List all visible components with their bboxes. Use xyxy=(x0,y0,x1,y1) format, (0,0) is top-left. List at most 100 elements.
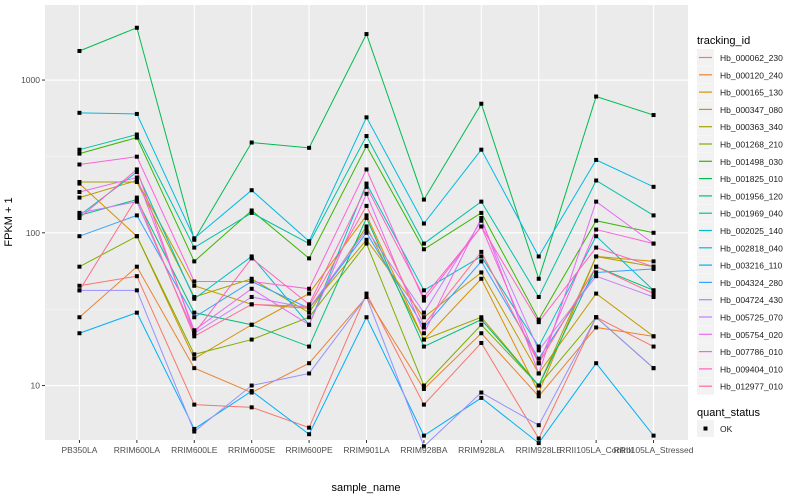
data-point-Hb_001825_010-RRIM928LE xyxy=(536,276,541,281)
data-point-Hb_000120_240-RRIM928BA xyxy=(421,386,426,391)
data-point-Hb_005725_070-RRIM928LE xyxy=(536,348,541,353)
data-point-Hb_004724_430-RRIM600LA xyxy=(134,288,139,293)
data-point-Hb_001956_120-RRIM901LA xyxy=(364,215,369,220)
data-point-Hb_003216_110-RRIM600SE xyxy=(249,389,254,394)
data-point-Hb_000120_240-RRIM928LE xyxy=(536,394,541,399)
legend-label: Hb_004724_430 xyxy=(720,295,783,305)
data-point-Hb_004324_280-RRIM928LE xyxy=(536,356,541,361)
legend-item-Hb_002025_140: Hb_002025_140 xyxy=(697,222,783,239)
data-point-Hb_001498_030-RRIM928BA xyxy=(421,247,426,252)
data-point-Hb_009404_010-RRIM901LA xyxy=(364,184,369,189)
data-point-Hb_004724_430-RRIM600SE xyxy=(249,383,254,388)
data-point-Hb_012977_010-RRIM600PE xyxy=(307,304,312,309)
data-point-Hb_007786_010-RRIM600LA xyxy=(134,154,139,159)
data-point-Hb_005725_070-RRIM928LA xyxy=(479,218,484,223)
legend-item-Hb_001825_010: Hb_001825_010 xyxy=(697,170,783,188)
data-point-Hb_001498_030-RRIM600LA xyxy=(134,135,139,140)
data-point-Hb_005754_020-RRIM928LE xyxy=(536,371,541,376)
data-point-Hb_003216_110-RRIM928LE xyxy=(536,441,541,446)
data-point-Hb_012977_010-RRIM600LE xyxy=(192,334,197,339)
data-point-Hb_000120_240-PB350LA xyxy=(77,315,82,320)
data-point-Hb_001498_030-RRIM928LA xyxy=(479,210,484,215)
data-point-Hb_012977_010-RRIM928LA xyxy=(479,249,484,254)
data-point-Hb_001268_210-RRIM600LA xyxy=(134,234,139,239)
data-point-Hb_005725_070-RRIM901LA xyxy=(364,227,369,232)
data-point-Hb_000062_230-RRIM600LE xyxy=(192,402,197,407)
data-point-Hb_005754_020-RRIM600LE xyxy=(192,328,197,333)
data-point-Hb_012977_010-PB350LA xyxy=(77,288,82,293)
data-point-Hb_001956_120-RRIM928LA xyxy=(479,317,484,322)
data-point-Hb_009404_010-RRIM600LA xyxy=(134,167,139,172)
data-point-Hb_005725_070-PB350LA xyxy=(77,210,82,215)
data-point-Hb_009404_010-RRIM600LE xyxy=(192,331,197,336)
data-point-Hb_001268_210-RRIM901LA xyxy=(364,241,369,246)
legend-label: Hb_000165_130 xyxy=(720,88,783,98)
data-point-Hb_009404_010-RRIM600SE xyxy=(249,256,254,261)
data-point-Hb_002818_040-RRIM901LA xyxy=(364,115,369,120)
data-point-Hb_000363_340-PB350LA xyxy=(77,180,82,185)
legend-label: Hb_004324_280 xyxy=(720,278,783,288)
data-point-Hb_000347_080-RRIM928BA xyxy=(421,315,426,320)
data-point-Hb_001825_010-RRIM928LA xyxy=(479,101,484,106)
data-point-Hb_001825_010-RRIM901LA xyxy=(364,32,369,37)
legend-label: Hb_009404_010 xyxy=(720,364,783,374)
data-point-Hb_004324_280-RRIM901LA xyxy=(364,230,369,235)
x-tick-label: RRIM928LA xyxy=(458,445,505,455)
data-point-Hb_001969_040-RRII105LA_Control xyxy=(594,178,599,183)
legend-label: Hb_005754_020 xyxy=(720,330,783,340)
data-point-Hb_000165_130-RRII105LA_Stressed xyxy=(651,259,656,264)
data-point-Hb_001969_040-RRIM600SE xyxy=(249,210,254,215)
data-point-Hb_004724_430-RRII105LA_Control xyxy=(594,315,599,320)
data-point-Hb_003216_110-RRII105LA_Stressed xyxy=(651,433,656,438)
legend-item-Hb_000347_080: Hb_000347_080 xyxy=(697,100,783,118)
data-point-Hb_001498_030-RRIM600SE xyxy=(249,208,254,213)
data-point-Hb_000062_230-RRII105LA_Stressed xyxy=(651,344,656,349)
data-point-Hb_004724_430-RRIM600LE xyxy=(192,429,197,434)
data-point-Hb_002025_140-RRIM901LA xyxy=(364,181,369,186)
legend-item-Hb_004324_280: Hb_004324_280 xyxy=(697,273,783,291)
data-point-Hb_012977_010-RRII105LA_Stressed xyxy=(651,291,656,296)
data-point-Hb_007786_010-RRIM600PE xyxy=(307,286,312,291)
data-point-Hb_004324_280-PB350LA xyxy=(77,234,82,239)
data-point-Hb_005725_070-RRII105LA_Stressed xyxy=(651,294,656,299)
data-point-Hb_001268_210-RRIM600LE xyxy=(192,352,197,357)
legend-label: Hb_000347_080 xyxy=(720,105,783,115)
data-point-Hb_001825_010-RRIM600SE xyxy=(249,140,254,145)
data-point-Hb_001825_010-RRIM600PE xyxy=(307,145,312,150)
data-point-Hb_000062_230-RRIM928LA xyxy=(479,340,484,345)
data-point-Hb_002818_040-RRIM928LA xyxy=(479,147,484,152)
legend-item-Hb_001268_210: Hb_001268_210 xyxy=(697,135,783,153)
legend-label: Hb_001498_030 xyxy=(720,157,783,167)
data-point-Hb_005754_020-RRIM928BA xyxy=(421,331,426,336)
data-point-Hb_000347_080-RRIM928LA xyxy=(479,270,484,275)
data-point-Hb_001498_030-RRIM600PE xyxy=(307,256,312,261)
data-point-Hb_000062_230-RRIM901LA xyxy=(364,291,369,296)
data-point-Hb_001825_010-RRII105LA_Stressed xyxy=(651,113,656,118)
x-axis: PB350LA RRIM600LA RRIM600LE RRIM600SE RRIM60… xyxy=(61,440,694,455)
legend-label: Hb_007786_010 xyxy=(720,347,783,357)
data-point-Hb_005725_070-RRII105LA_Control xyxy=(594,274,599,279)
data-point-Hb_000120_240-RRIM928LA xyxy=(479,331,484,336)
data-point-Hb_000165_130-RRIM928LA xyxy=(479,276,484,281)
data-point-Hb_000347_080-RRII105LA_Control xyxy=(594,291,599,296)
legend-item-Hb_000165_130: Hb_000165_130 xyxy=(697,83,783,101)
data-point-Hb_000120_240-RRIM600LA xyxy=(134,264,139,269)
data-point-Hb_000347_080-PB350LA xyxy=(77,195,82,200)
point-icon xyxy=(703,426,708,431)
data-point-Hb_000347_080-RRIM600LE xyxy=(192,283,197,288)
data-point-Hb_001956_120-RRIM928BA xyxy=(421,344,426,349)
data-point-Hb_000165_130-RRIM600LE xyxy=(192,356,197,361)
data-point-Hb_012977_010-RRIM928LE xyxy=(536,361,541,366)
data-point-Hb_000165_130-RRIM901LA xyxy=(364,213,369,218)
legend: tracking_id Hb_000062_230 Hb_000120_240 Hb… xyxy=(697,35,783,437)
data-point-Hb_001956_120-RRIM928LE xyxy=(536,383,541,388)
legend-label: Hb_001969_040 xyxy=(720,209,783,219)
data-point-Hb_001969_040-RRII105LA_Stressed xyxy=(651,213,656,218)
legend-item-Hb_001956_120: Hb_001956_120 xyxy=(697,187,783,205)
data-point-Hb_002818_040-RRIM600LA xyxy=(134,111,139,116)
data-point-Hb_000363_340-RRIM600SE xyxy=(249,276,254,281)
data-point-Hb_000363_340-RRIM600PE xyxy=(307,310,312,315)
legend-item-Hb_007786_010: Hb_007786_010 xyxy=(697,343,783,361)
